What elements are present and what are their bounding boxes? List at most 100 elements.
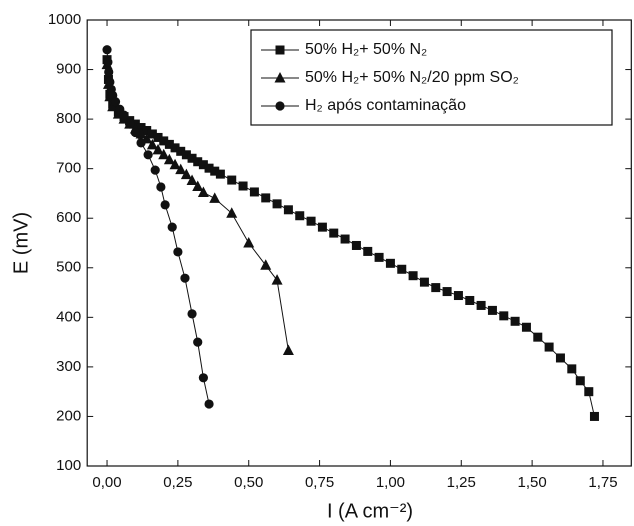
data-point bbox=[186, 174, 198, 186]
data-point bbox=[210, 166, 220, 176]
data-point bbox=[408, 271, 418, 281]
data-point bbox=[142, 126, 152, 136]
data-point bbox=[317, 222, 327, 232]
data-point bbox=[306, 216, 316, 226]
data-point bbox=[176, 146, 186, 156]
data-point bbox=[544, 342, 554, 352]
legend-text: 50% H₂+ 50% N₂ bbox=[305, 41, 427, 58]
data-point bbox=[163, 153, 175, 165]
data-point bbox=[295, 211, 305, 221]
x-tick-label: 1,50 bbox=[518, 474, 547, 491]
data-point bbox=[510, 316, 520, 326]
data-point bbox=[385, 258, 395, 268]
y-tick-label: 800 bbox=[56, 110, 81, 127]
data-point bbox=[374, 252, 384, 262]
x-tick-label: 0,25 bbox=[163, 474, 192, 491]
data-point bbox=[584, 387, 594, 397]
data-point bbox=[567, 364, 577, 374]
y-tick-label: 100 bbox=[56, 457, 81, 474]
data-point bbox=[159, 136, 169, 146]
data-point bbox=[110, 97, 121, 107]
data-point bbox=[105, 77, 115, 87]
x-tick-label: 0,00 bbox=[92, 474, 121, 491]
y-tick-label: 900 bbox=[56, 61, 81, 78]
data-point bbox=[169, 158, 181, 170]
x-tick-label: 1,75 bbox=[588, 474, 617, 491]
legend-box bbox=[250, 29, 613, 126]
data-point bbox=[198, 373, 208, 383]
data-point bbox=[180, 168, 192, 180]
data-point bbox=[555, 353, 565, 363]
data-point bbox=[104, 67, 114, 77]
data-point bbox=[197, 186, 209, 197]
legend-text: H₂ após contaminação bbox=[305, 97, 466, 114]
data-point bbox=[340, 234, 350, 244]
data-point bbox=[249, 187, 259, 197]
data-point bbox=[453, 291, 463, 301]
data-point bbox=[431, 283, 441, 293]
y-tick-label: 400 bbox=[56, 308, 81, 325]
series-line bbox=[106, 49, 210, 405]
y-tick-label: 700 bbox=[56, 160, 81, 177]
legend-marker bbox=[275, 45, 285, 55]
data-point bbox=[173, 247, 183, 257]
data-point bbox=[102, 45, 112, 55]
x-axis-title: I (A cm⁻²) bbox=[327, 500, 413, 522]
y-tick-label: 300 bbox=[56, 358, 81, 375]
data-point bbox=[153, 132, 163, 142]
data-point bbox=[363, 246, 373, 256]
data-point bbox=[204, 163, 214, 173]
data-point bbox=[521, 322, 531, 332]
data-point bbox=[136, 123, 146, 133]
data-point bbox=[158, 148, 170, 160]
data-point bbox=[119, 110, 129, 120]
x-tick-label: 0,50 bbox=[234, 474, 263, 491]
data-point bbox=[130, 127, 140, 138]
x-tick-label: 1,00 bbox=[376, 474, 405, 491]
data-point bbox=[533, 332, 543, 342]
data-point bbox=[198, 160, 208, 170]
data-point bbox=[261, 193, 271, 203]
data-point bbox=[499, 311, 509, 321]
legend-marker bbox=[275, 101, 285, 111]
data-point bbox=[192, 180, 204, 192]
data-point bbox=[260, 259, 272, 270]
data-point bbox=[487, 305, 497, 315]
data-point bbox=[465, 295, 475, 305]
data-point bbox=[419, 277, 429, 287]
data-point bbox=[442, 287, 452, 297]
data-point bbox=[209, 192, 221, 203]
data-point bbox=[226, 207, 238, 218]
data-point bbox=[329, 228, 339, 238]
data-point bbox=[103, 57, 113, 67]
data-point bbox=[575, 376, 585, 386]
data-point bbox=[180, 273, 190, 283]
data-point bbox=[187, 153, 197, 163]
data-point bbox=[143, 150, 153, 160]
data-point bbox=[589, 411, 599, 421]
data-point bbox=[160, 200, 170, 210]
data-point bbox=[146, 138, 158, 150]
data-point bbox=[150, 165, 160, 175]
data-point bbox=[187, 309, 197, 319]
data-point bbox=[167, 222, 177, 232]
data-point bbox=[271, 274, 283, 285]
data-point bbox=[125, 119, 135, 129]
data-point bbox=[283, 205, 293, 215]
y-tick-label: 1000 bbox=[48, 11, 81, 28]
y-tick-label: 200 bbox=[56, 407, 81, 424]
data-point bbox=[238, 181, 248, 191]
data-point bbox=[476, 300, 486, 310]
data-point bbox=[156, 182, 166, 192]
data-point bbox=[147, 129, 157, 139]
data-point bbox=[175, 163, 187, 175]
data-point bbox=[227, 175, 237, 185]
x-tick-label: 1,25 bbox=[447, 474, 476, 491]
data-point bbox=[282, 344, 294, 356]
data-point bbox=[136, 138, 146, 148]
data-point bbox=[272, 199, 282, 209]
legend-text: 50% H₂+ 50% N₂/20 ppm SO₂ bbox=[305, 69, 519, 86]
data-point bbox=[164, 139, 174, 149]
data-point bbox=[193, 157, 203, 167]
